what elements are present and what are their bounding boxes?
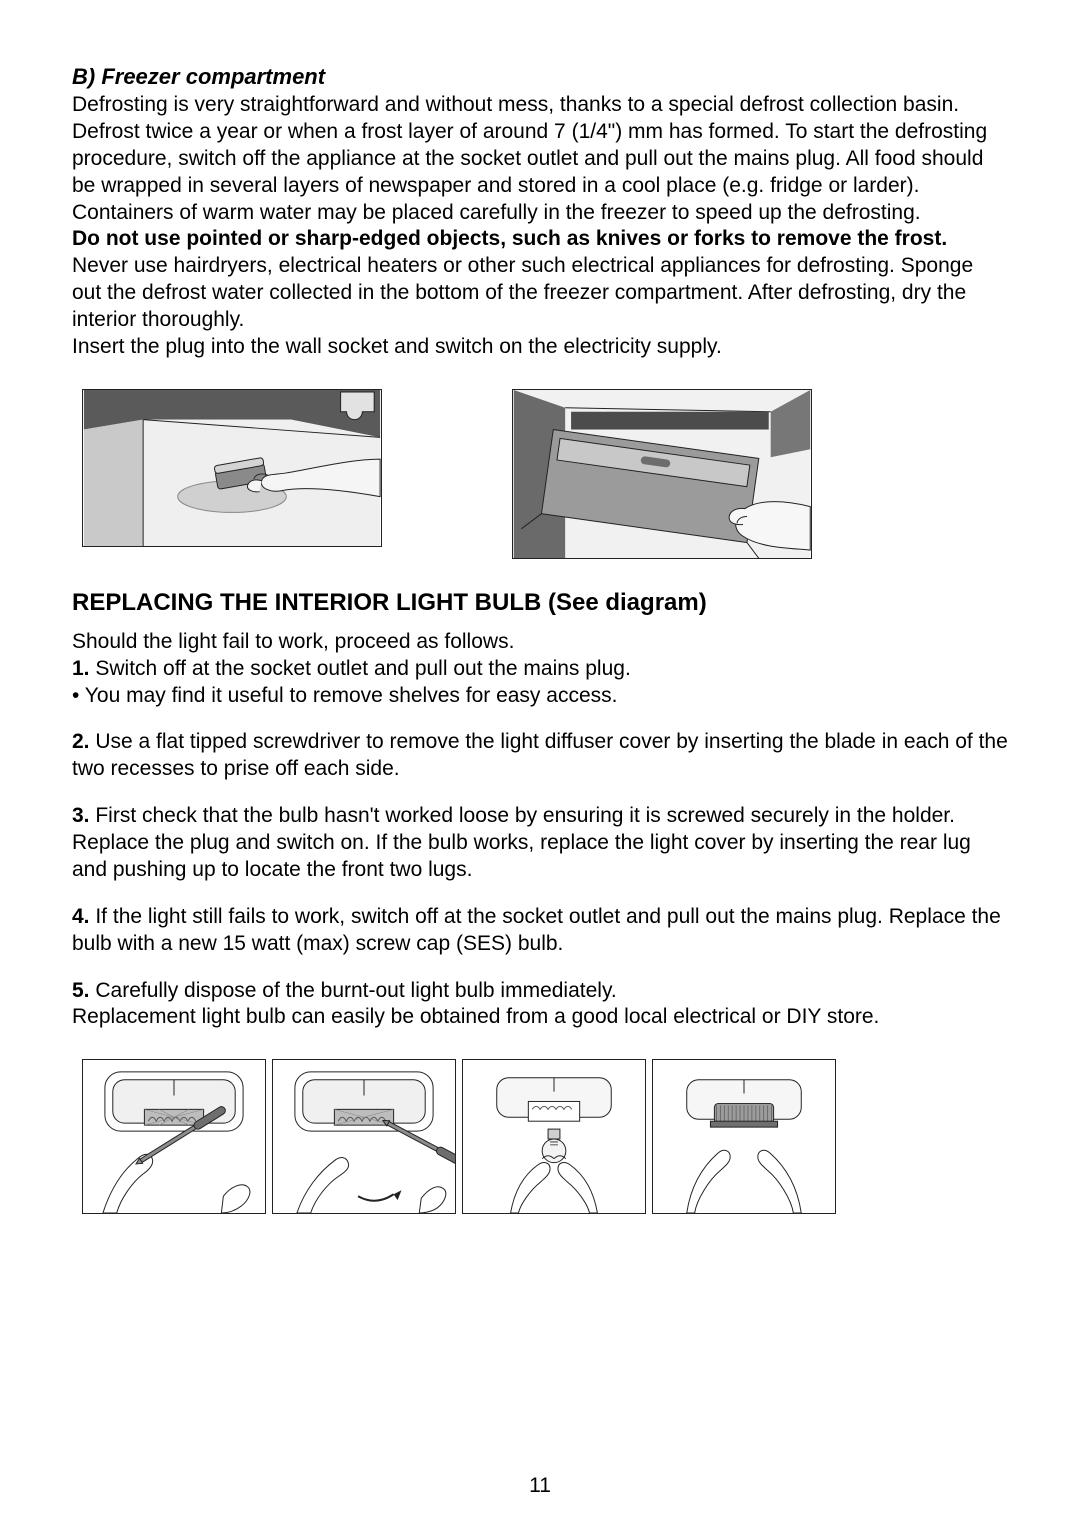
bulb-step-3-icon [463, 1060, 645, 1213]
section-b-p2: Defrost twice a year or when a frost lay… [72, 119, 1008, 200]
bulb-step-2-icon [273, 1060, 455, 1213]
figure-wipe-freezer-base [82, 389, 382, 547]
step-4-text: If the light still fails to work, switch… [72, 905, 1001, 955]
section-b-p1: Defrosting is very straightforward and w… [72, 92, 1008, 119]
section-b-p3: Containers of warm water may be placed c… [72, 200, 1008, 227]
page-number: 11 [0, 1474, 1080, 1498]
after-step5: Replacement light bulb can easily be obt… [72, 1004, 1008, 1031]
figure-row-top [82, 389, 1008, 559]
section-b-p6: Insert the plug into the wall socket and… [72, 334, 1008, 361]
step-2-num: 2. [72, 730, 90, 753]
bullet-remove-shelves: • You may find it useful to remove shelv… [72, 683, 1008, 710]
section-b-p5: Never use hairdryers, electrical heaters… [72, 253, 1008, 334]
step-3-text: First check that the bulb hasn't worked … [72, 804, 971, 881]
step-4: 4. If the light still fails to work, swi… [72, 904, 1008, 958]
figure-bulb-step-2 [272, 1059, 456, 1214]
step-2: 2. Use a flat tipped screwdriver to remo… [72, 729, 1008, 783]
step-1: 1. Switch off at the socket outlet and p… [72, 656, 1008, 683]
replace-intro: Should the light fail to work, proceed a… [72, 629, 1008, 656]
bulb-step-1-icon [83, 1060, 265, 1213]
step-3: 3. First check that the bulb hasn't work… [72, 803, 1008, 884]
figure-remove-drawer [512, 389, 812, 559]
step-4-num: 4. [72, 905, 90, 928]
step-5: 5. Carefully dispose of the burnt-out li… [72, 978, 1008, 1005]
section-b-title: B) Freezer compartment [72, 64, 1008, 90]
illustration-wipe-icon [83, 390, 381, 546]
step-1-num: 1. [72, 657, 90, 680]
bulb-step-4-icon [653, 1060, 835, 1213]
document-page: B) Freezer compartment Defrosting is ver… [0, 0, 1080, 1528]
replace-bulb-heading: REPLACING THE INTERIOR LIGHT BULB (See d… [72, 589, 1008, 617]
step-5-num: 5. [72, 979, 90, 1002]
figure-row-bulb-steps [82, 1059, 1008, 1214]
illustration-drawer-icon [513, 390, 811, 558]
step-1-text: Switch off at the socket outlet and pull… [90, 657, 631, 680]
figure-bulb-step-1 [82, 1059, 266, 1214]
step-5-text: Carefully dispose of the burnt-out light… [90, 979, 617, 1002]
figure-bulb-step-3 [462, 1059, 646, 1214]
section-b-p4-bold: Do not use pointed or sharp-edged object… [72, 226, 1008, 253]
step-3-num: 3. [72, 804, 90, 827]
figure-bulb-step-4 [652, 1059, 836, 1214]
step-2-text: Use a flat tipped screwdriver to remove … [72, 730, 1008, 780]
